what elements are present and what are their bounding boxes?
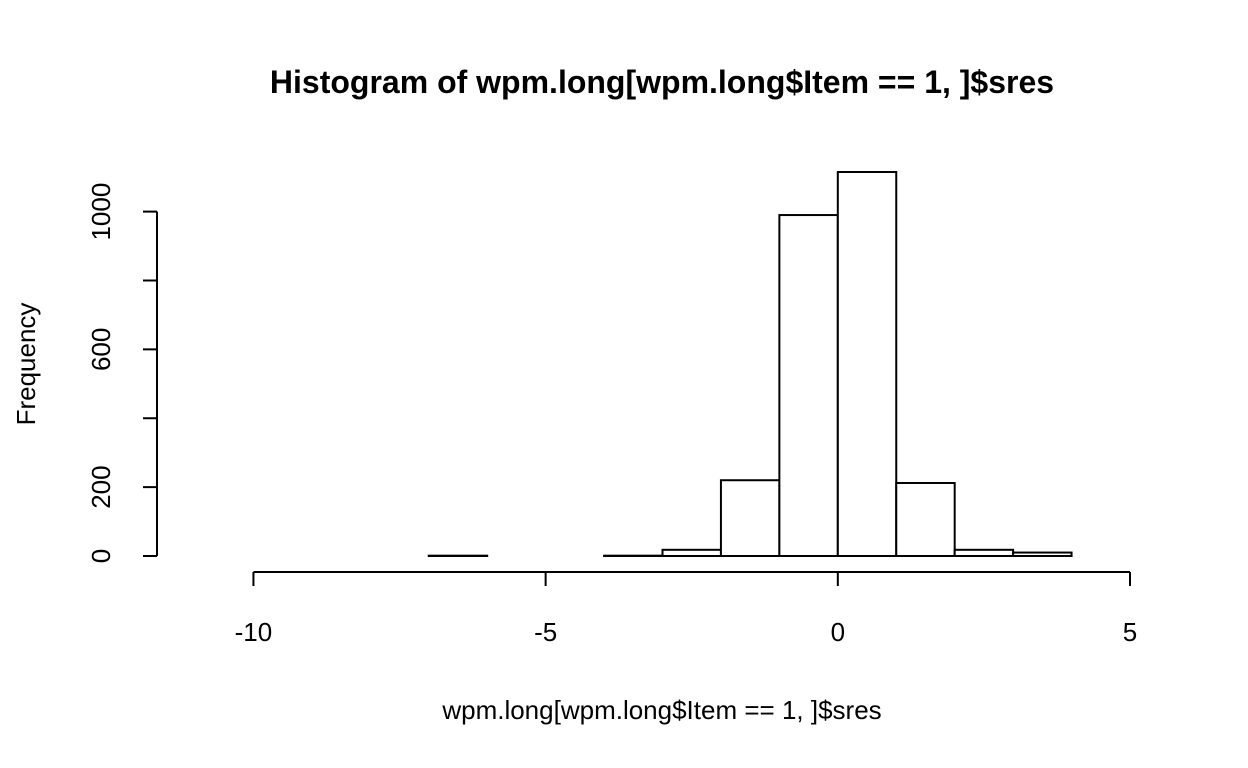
histogram-bar-10 [778,214,839,558]
x-tick-label-2: 0 [831,617,845,647]
bars-group [427,171,1073,558]
y-axis-label: Frequency [11,303,41,426]
histogram-bar-9 [719,479,781,557]
y-tick-label-1: 200 [86,465,116,508]
histogram-bar-14 [1012,551,1073,557]
y-tick-label-0: 0 [86,549,116,563]
x-tick-label-3: 5 [1123,617,1137,647]
x-axis: -10 -5 0 5 [235,571,1137,647]
y-tick-label-3: 600 [86,328,116,371]
histogram-bar-12 [895,481,956,557]
histogram-bar-11 [836,171,898,557]
x-tick-label-0: -10 [235,617,273,647]
chart-title: Histogram of wpm.long[wpm.long$Item == 1… [270,64,1054,100]
x-tick-label-1: -5 [534,617,557,647]
y-axis: 0 200 600 1000 [86,183,158,563]
x-axis-label: wpm.long[wpm.long$Item == 1, ]$sres [441,695,881,725]
histogram-bar-13 [953,548,1015,558]
y-tick-label-5: 1000 [86,183,116,241]
histogram-bar-8 [661,548,722,558]
